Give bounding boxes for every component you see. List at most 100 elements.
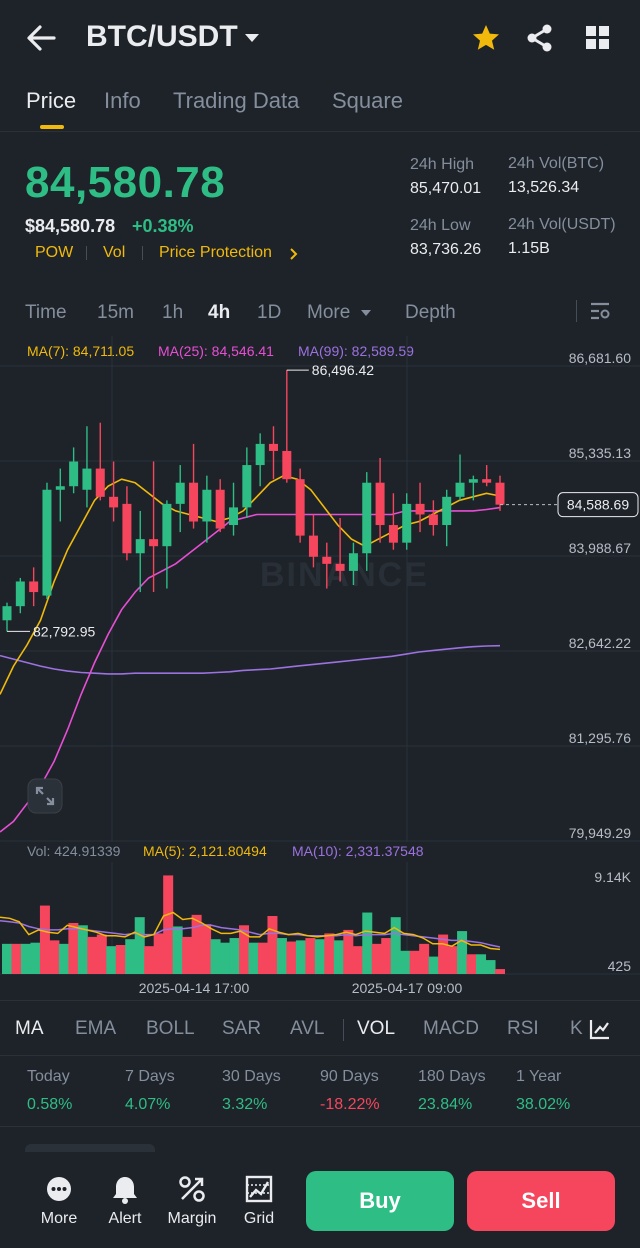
candlestick-chart[interactable]: BINANCE 86,681.60 85,335.13 83,988.67 82,64… — [0, 336, 640, 842]
candle-body — [362, 482, 372, 554]
share-icon[interactable] — [524, 22, 556, 54]
chart-settings-icon[interactable] — [589, 300, 611, 322]
volume-bar — [390, 917, 401, 974]
more-label[interactable]: More — [40, 1210, 78, 1227]
volume-bar — [381, 938, 392, 974]
candle — [215, 479, 225, 533]
interval-15m[interactable]: 15m — [97, 302, 134, 323]
volume-bar — [333, 940, 344, 974]
volume-bar — [314, 939, 325, 974]
candle-body — [55, 486, 65, 490]
perf-value: 3.32% — [222, 1096, 268, 1113]
alert-label[interactable]: Alert — [108, 1210, 142, 1227]
tab-trading-data[interactable]: Trading Data — [173, 88, 300, 113]
volume-bar — [125, 939, 136, 974]
volume-bar — [267, 916, 278, 974]
volume-chart[interactable]: 9.14K 425 2025-04-14 17:00 2025-04-17 09:0… — [0, 862, 640, 1000]
candle-body — [402, 503, 412, 543]
candle — [189, 443, 199, 529]
volume-bar — [476, 954, 487, 974]
indicator-ma[interactable]: MA — [15, 1018, 44, 1039]
indicator-settings-icon[interactable] — [588, 1017, 612, 1041]
indicator-boll[interactable]: BOLL — [146, 1018, 195, 1039]
perf-value: -18.22% — [320, 1096, 380, 1113]
time-axis-label: 2025-04-14 17:00 — [139, 980, 250, 996]
candle-body — [255, 443, 265, 466]
interval-time[interactable]: Time — [25, 302, 67, 323]
legend-vol-ma10: MA(10): 2,331.37548 — [292, 843, 424, 859]
grid-trading-icon[interactable] — [245, 1175, 273, 1203]
stat-high-label: 24h High — [410, 156, 475, 173]
candle-body — [2, 606, 12, 621]
price-change-percent: +0.38% — [132, 216, 194, 236]
volume-bar — [11, 943, 22, 974]
star-icon[interactable] — [470, 22, 502, 54]
candle-body — [162, 503, 172, 547]
buy-button[interactable]: Buy — [306, 1171, 454, 1231]
volume-bar — [457, 931, 468, 974]
vol-ma5-line — [0, 911, 501, 951]
candle-body — [122, 503, 132, 554]
candle — [495, 475, 505, 511]
indicator-macd[interactable]: MACD — [423, 1018, 479, 1039]
volume-bar — [30, 942, 41, 974]
candle — [82, 426, 92, 508]
tag-divider — [86, 246, 87, 260]
candle-body — [82, 468, 92, 490]
volume-bar — [343, 929, 354, 974]
header: BTC/USDT — [0, 0, 640, 76]
candle-body — [482, 479, 492, 483]
candle — [442, 489, 452, 547]
tag-pow[interactable]: POW — [35, 244, 74, 261]
interval-more[interactable]: More — [307, 302, 351, 323]
volume-bar — [419, 943, 430, 974]
indicator-ema[interactable]: EMA — [75, 1018, 117, 1039]
volume-bar — [77, 925, 88, 974]
legend-ma25: MA(25): 84,546.41 — [158, 343, 274, 359]
expand-icon[interactable] — [27, 778, 63, 814]
volume-bar — [182, 936, 193, 974]
indicator-rsi[interactable]: RSI — [507, 1018, 539, 1039]
indicator-avl[interactable]: AVL — [290, 1018, 325, 1039]
more-icon[interactable] — [45, 1175, 73, 1203]
indicator-kdj[interactable]: K — [570, 1018, 583, 1039]
candle — [415, 482, 425, 533]
stat-vol-usdt-value: 1.15B — [508, 240, 550, 257]
tag-vol[interactable]: Vol — [103, 244, 126, 261]
back-arrow-icon[interactable] — [26, 24, 56, 52]
bell-icon[interactable] — [111, 1174, 139, 1204]
candle — [362, 472, 372, 571]
stat-vol-btc-label: 24h Vol(BTC) — [508, 155, 605, 172]
candle-body — [242, 465, 252, 508]
volume-bar — [495, 969, 505, 974]
grid-icon[interactable] — [584, 24, 612, 52]
tag-price-protection[interactable]: Price Protection — [159, 244, 272, 261]
volume-bar — [210, 939, 221, 974]
margin-label[interactable]: Margin — [167, 1210, 217, 1227]
high-marker-label: 86,496.42 — [312, 362, 374, 378]
candle-body — [42, 489, 52, 596]
pair-title[interactable]: BTC/USDT — [86, 20, 238, 53]
active-tab-indicator — [40, 125, 64, 129]
stat-low-label: 24h Low — [410, 217, 471, 234]
interval-depth[interactable]: Depth — [405, 302, 456, 323]
tab-info[interactable]: Info — [104, 88, 141, 113]
margin-icon[interactable] — [178, 1175, 206, 1203]
indicator-vol[interactable]: VOL — [357, 1018, 396, 1039]
grid-label[interactable]: Grid — [243, 1210, 275, 1227]
candle — [55, 468, 65, 522]
candle — [229, 482, 239, 536]
tab-square[interactable]: Square — [332, 88, 403, 113]
interval-bar: Time 15m 1h 4h 1D More Depth — [0, 290, 640, 336]
chevron-right-icon[interactable] — [288, 247, 300, 261]
interval-1d[interactable]: 1D — [257, 302, 282, 323]
indicator-sar[interactable]: SAR — [222, 1018, 262, 1039]
caret-down-icon[interactable] — [360, 308, 372, 318]
interval-4h[interactable]: 4h — [208, 302, 231, 323]
caret-down-icon[interactable] — [242, 30, 262, 46]
sell-button[interactable]: Sell — [467, 1171, 615, 1231]
tab-price[interactable]: Price — [26, 88, 77, 113]
candle — [202, 475, 212, 543]
candle — [15, 577, 25, 614]
interval-1h[interactable]: 1h — [162, 302, 184, 323]
